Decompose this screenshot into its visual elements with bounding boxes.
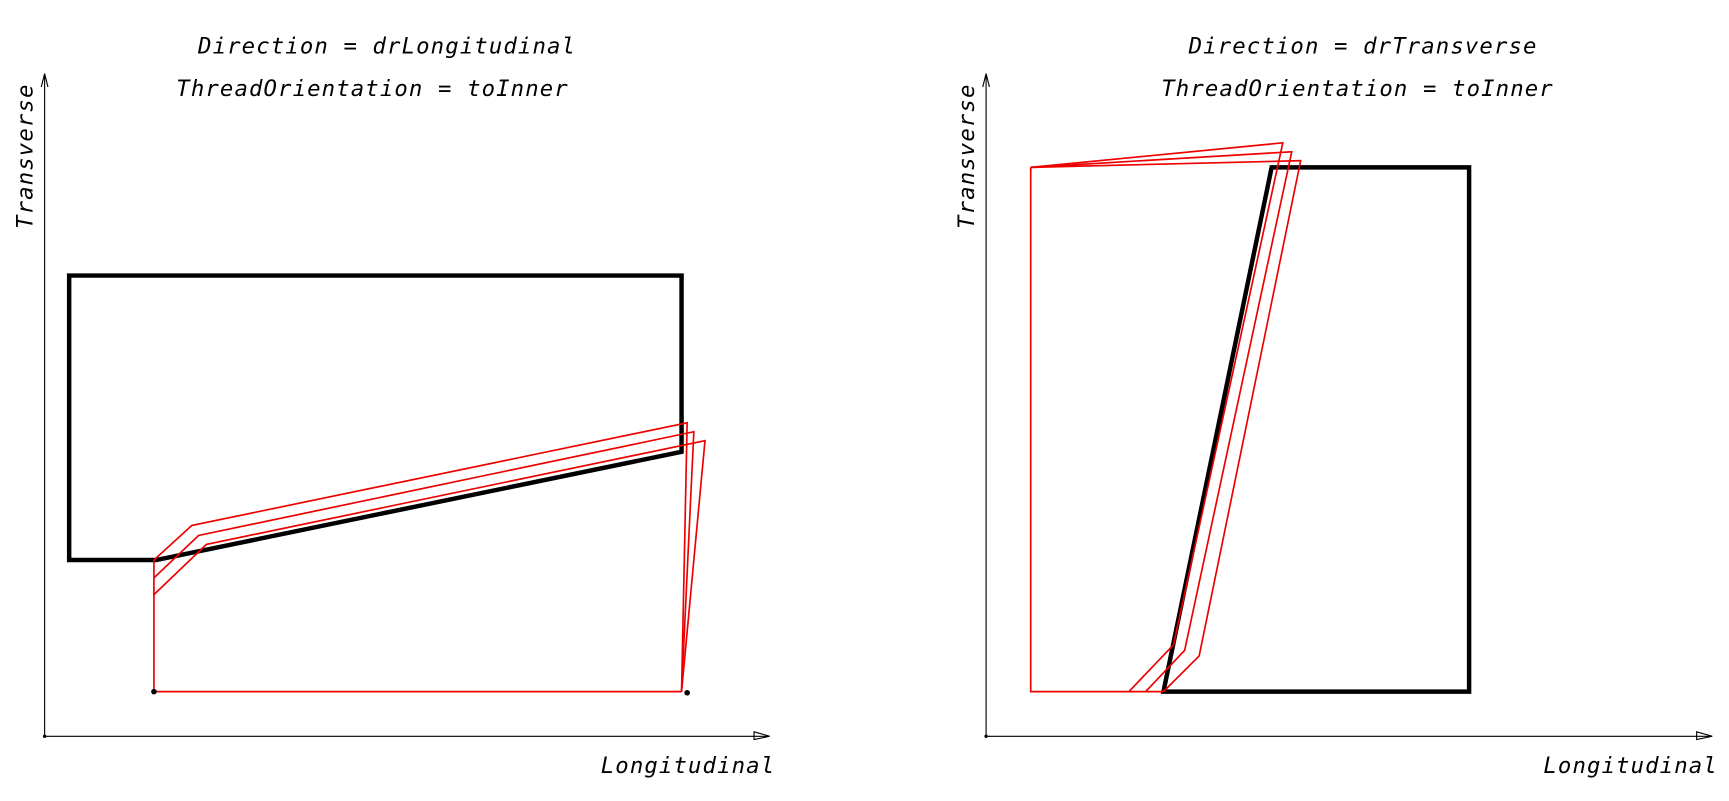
shape-deformed <box>1029 141 1302 693</box>
origin <box>42 734 47 738</box>
y-axis-label: Transverse <box>954 84 980 229</box>
point <box>684 689 690 696</box>
origin <box>984 734 988 738</box>
shape-original <box>1160 165 1472 694</box>
axes <box>982 73 1713 741</box>
x-axis-label: Longitudinal <box>601 753 775 779</box>
x-axis-label: Longitudinal <box>1543 753 1717 779</box>
panel-left: Direction = drLongitudinal ThreadOrienta… <box>12 34 775 779</box>
panel-title: Direction = drTransverse <box>1188 34 1538 60</box>
panel-title: ThreadOrientation = toInner <box>1161 76 1554 102</box>
panel-right: Direction = drTransverse ThreadOrientati… <box>954 34 1717 779</box>
shape-original <box>66 273 684 563</box>
point <box>151 688 157 695</box>
panel-title: ThreadOrientation = toInner <box>176 76 569 102</box>
panel-title: Direction = drLongitudinal <box>197 34 576 60</box>
y-axis-label: Transverse <box>12 84 38 229</box>
axes <box>40 73 770 741</box>
